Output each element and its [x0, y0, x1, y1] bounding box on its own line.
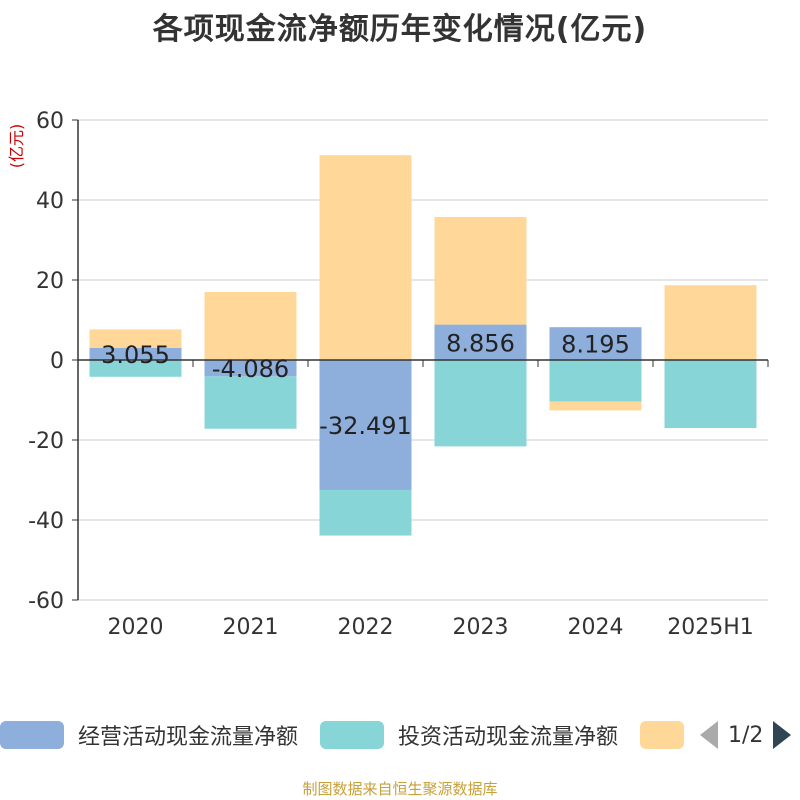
bar-segment	[204, 360, 297, 377]
bar-segment	[549, 401, 642, 411]
bars	[89, 155, 757, 536]
legend-pager: 1/2	[700, 720, 792, 750]
y-tick-label: 60	[36, 109, 64, 134]
grid-lines	[78, 119, 768, 601]
data-label: 8.195	[561, 331, 630, 359]
legend-item-financing[interactable]	[640, 720, 684, 750]
y-tick-label: 0	[50, 349, 64, 374]
pager-next-icon[interactable]	[773, 721, 792, 749]
x-tick-label: 2022	[338, 615, 394, 640]
bar-segment	[204, 292, 297, 360]
chart-title: 各项现金流净额历年变化情况(亿元)	[152, 12, 648, 47]
y-tick-label: -60	[28, 589, 64, 614]
x-tick-label: 2021	[223, 615, 279, 640]
bar-segment	[664, 360, 757, 428]
data-label: -4.086	[212, 355, 289, 383]
legend-item-operating[interactable]: 经营活动现金流量净额	[0, 720, 298, 750]
legend-swatch-investing	[320, 721, 384, 749]
bar-segment	[434, 216, 527, 325]
legend-swatch-operating	[0, 721, 64, 749]
pager-text: 1/2	[728, 722, 764, 748]
x-tick-label: 2024	[568, 615, 624, 640]
data-labels: 3.055 -4.086 -32.491 8.856 8.195	[101, 329, 630, 440]
y-tick-label: 20	[36, 269, 64, 294]
data-label: 3.055	[101, 341, 170, 369]
legend-swatch-financing	[640, 721, 684, 749]
bar-segment	[319, 489, 412, 536]
x-tick-label: 2023	[453, 615, 509, 640]
legend-label-investing: 投资活动现金流量净额	[398, 725, 619, 750]
source-note: 制图数据来自恒生聚源数据库	[302, 780, 498, 798]
bar-segment	[319, 155, 412, 360]
x-tick-label: 2025H1	[667, 615, 754, 640]
y-tick-label: 40	[36, 189, 64, 214]
bar-segment	[89, 360, 182, 377]
data-label: -32.491	[319, 412, 412, 440]
bar-segment	[434, 360, 527, 447]
bar-segment	[664, 285, 757, 360]
legend-item-investing[interactable]: 投资活动现金流量净额	[320, 720, 618, 750]
bar-segment	[89, 329, 182, 348]
bar-segment	[319, 360, 412, 490]
y-tick-label: -40	[28, 509, 64, 534]
y-axis-unit: (亿元)	[7, 124, 26, 169]
axes: 60 40 20 0 -20 -40 -60 2020 2021 2022 2023 2024 2025…	[28, 109, 769, 640]
bar-segment	[549, 360, 642, 402]
bar-segment	[434, 324, 527, 360]
y-tick-label: -20	[28, 429, 64, 454]
x-tick-label: 2020	[108, 615, 164, 640]
pager-prev-icon[interactable]	[700, 721, 718, 749]
bar-segment	[89, 347, 182, 360]
legend: 经营活动现金流量净额 投资活动现金流量净额 1/2	[0, 712, 800, 756]
data-label: 8.856	[446, 329, 515, 357]
chart-area: 60 40 20 0 -20 -40 -60 2020 2021 2022 2023 2024 2025…	[7, 109, 769, 640]
legend-label-operating: 经营活动现金流量净额	[78, 725, 299, 750]
bar-segment	[204, 376, 297, 429]
bar-segment	[549, 327, 642, 360]
